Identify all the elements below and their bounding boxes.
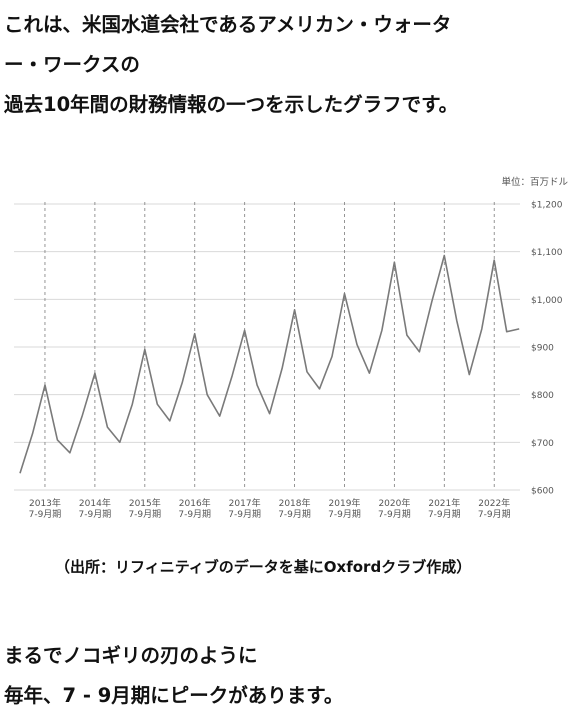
outro-line-1: まるでノコギリの刃のように xyxy=(4,644,258,667)
chart-series xyxy=(19,254,520,474)
x-tick-quarter: 7-9月期 xyxy=(428,509,461,520)
chart-quarter-gridlines xyxy=(44,202,495,490)
y-tick-label: $700 xyxy=(531,439,554,449)
x-tick-quarter: 7-9月期 xyxy=(328,509,361,520)
x-tick-quarter: 7-9月期 xyxy=(228,509,261,520)
outro-text: まるでノコギリの刃のように 毎年、7 - 9月期にピークがあります。 xyxy=(4,636,564,716)
x-tick-year: 2018年 xyxy=(279,497,311,509)
x-tick-year: 2021年 xyxy=(428,497,460,509)
x-tick-year: 2015年 xyxy=(129,497,161,509)
y-tick-label: $1,100 xyxy=(531,248,563,258)
revenue-line-chart: $600 $700 $800 $900 $1,000 $1,100 $1,200 2013年… xyxy=(14,176,568,520)
x-tick-quarter: 7-9月期 xyxy=(128,509,161,520)
chart-x-axis: 2013年7-9月期2014年7-9月期2015年7-9月期2016年7-9月期… xyxy=(29,497,511,520)
intro-line-3: 過去10年間の財務情報の一つを示したグラフです。 xyxy=(4,93,459,116)
chart-source-note: （出所：リフィニティブのデータを基にOxfordクラブ作成） xyxy=(55,558,472,576)
y-tick-label: $1,200 xyxy=(531,201,563,211)
y-tick-label: $1,000 xyxy=(531,296,563,306)
y-tick-label: $800 xyxy=(531,391,554,401)
intro-line-1: これは、米国水道会社であるアメリカン・ウォータ xyxy=(4,13,452,36)
outro-line-2: 毎年、7 - 9月期にピークがあります。 xyxy=(4,684,344,707)
x-tick-year: 2014年 xyxy=(79,497,111,509)
x-tick-year: 2016年 xyxy=(179,497,211,509)
series-line xyxy=(19,254,520,474)
intro-text: これは、米国水道会社であるアメリカン・ウォータ ー・ワークスの 過去10年間の財… xyxy=(4,8,564,122)
x-tick-quarter: 7-9月期 xyxy=(178,509,211,520)
x-tick-year: 2019年 xyxy=(329,497,361,509)
chart-grid xyxy=(14,203,520,491)
x-tick-quarter: 7-9月期 xyxy=(29,509,62,520)
x-tick-year: 2020年 xyxy=(378,497,410,509)
chart-y-axis: $600 $700 $800 $900 $1,000 $1,100 $1,200 xyxy=(531,201,563,497)
x-tick-year: 2017年 xyxy=(229,497,261,509)
y-tick-label: $900 xyxy=(531,344,554,354)
x-tick-quarter: 7-9月期 xyxy=(79,509,112,520)
x-tick-quarter: 7-9月期 xyxy=(378,509,411,520)
x-tick-year: 2013年 xyxy=(29,497,61,509)
x-tick-quarter: 7-9月期 xyxy=(278,509,311,520)
chart-unit-label: 単位：百万ドル xyxy=(501,176,568,188)
intro-line-2: ー・ワークスの xyxy=(4,53,140,76)
y-tick-label: $600 xyxy=(531,487,554,497)
x-tick-quarter: 7-9月期 xyxy=(478,509,511,520)
x-tick-year: 2022年 xyxy=(478,497,510,509)
